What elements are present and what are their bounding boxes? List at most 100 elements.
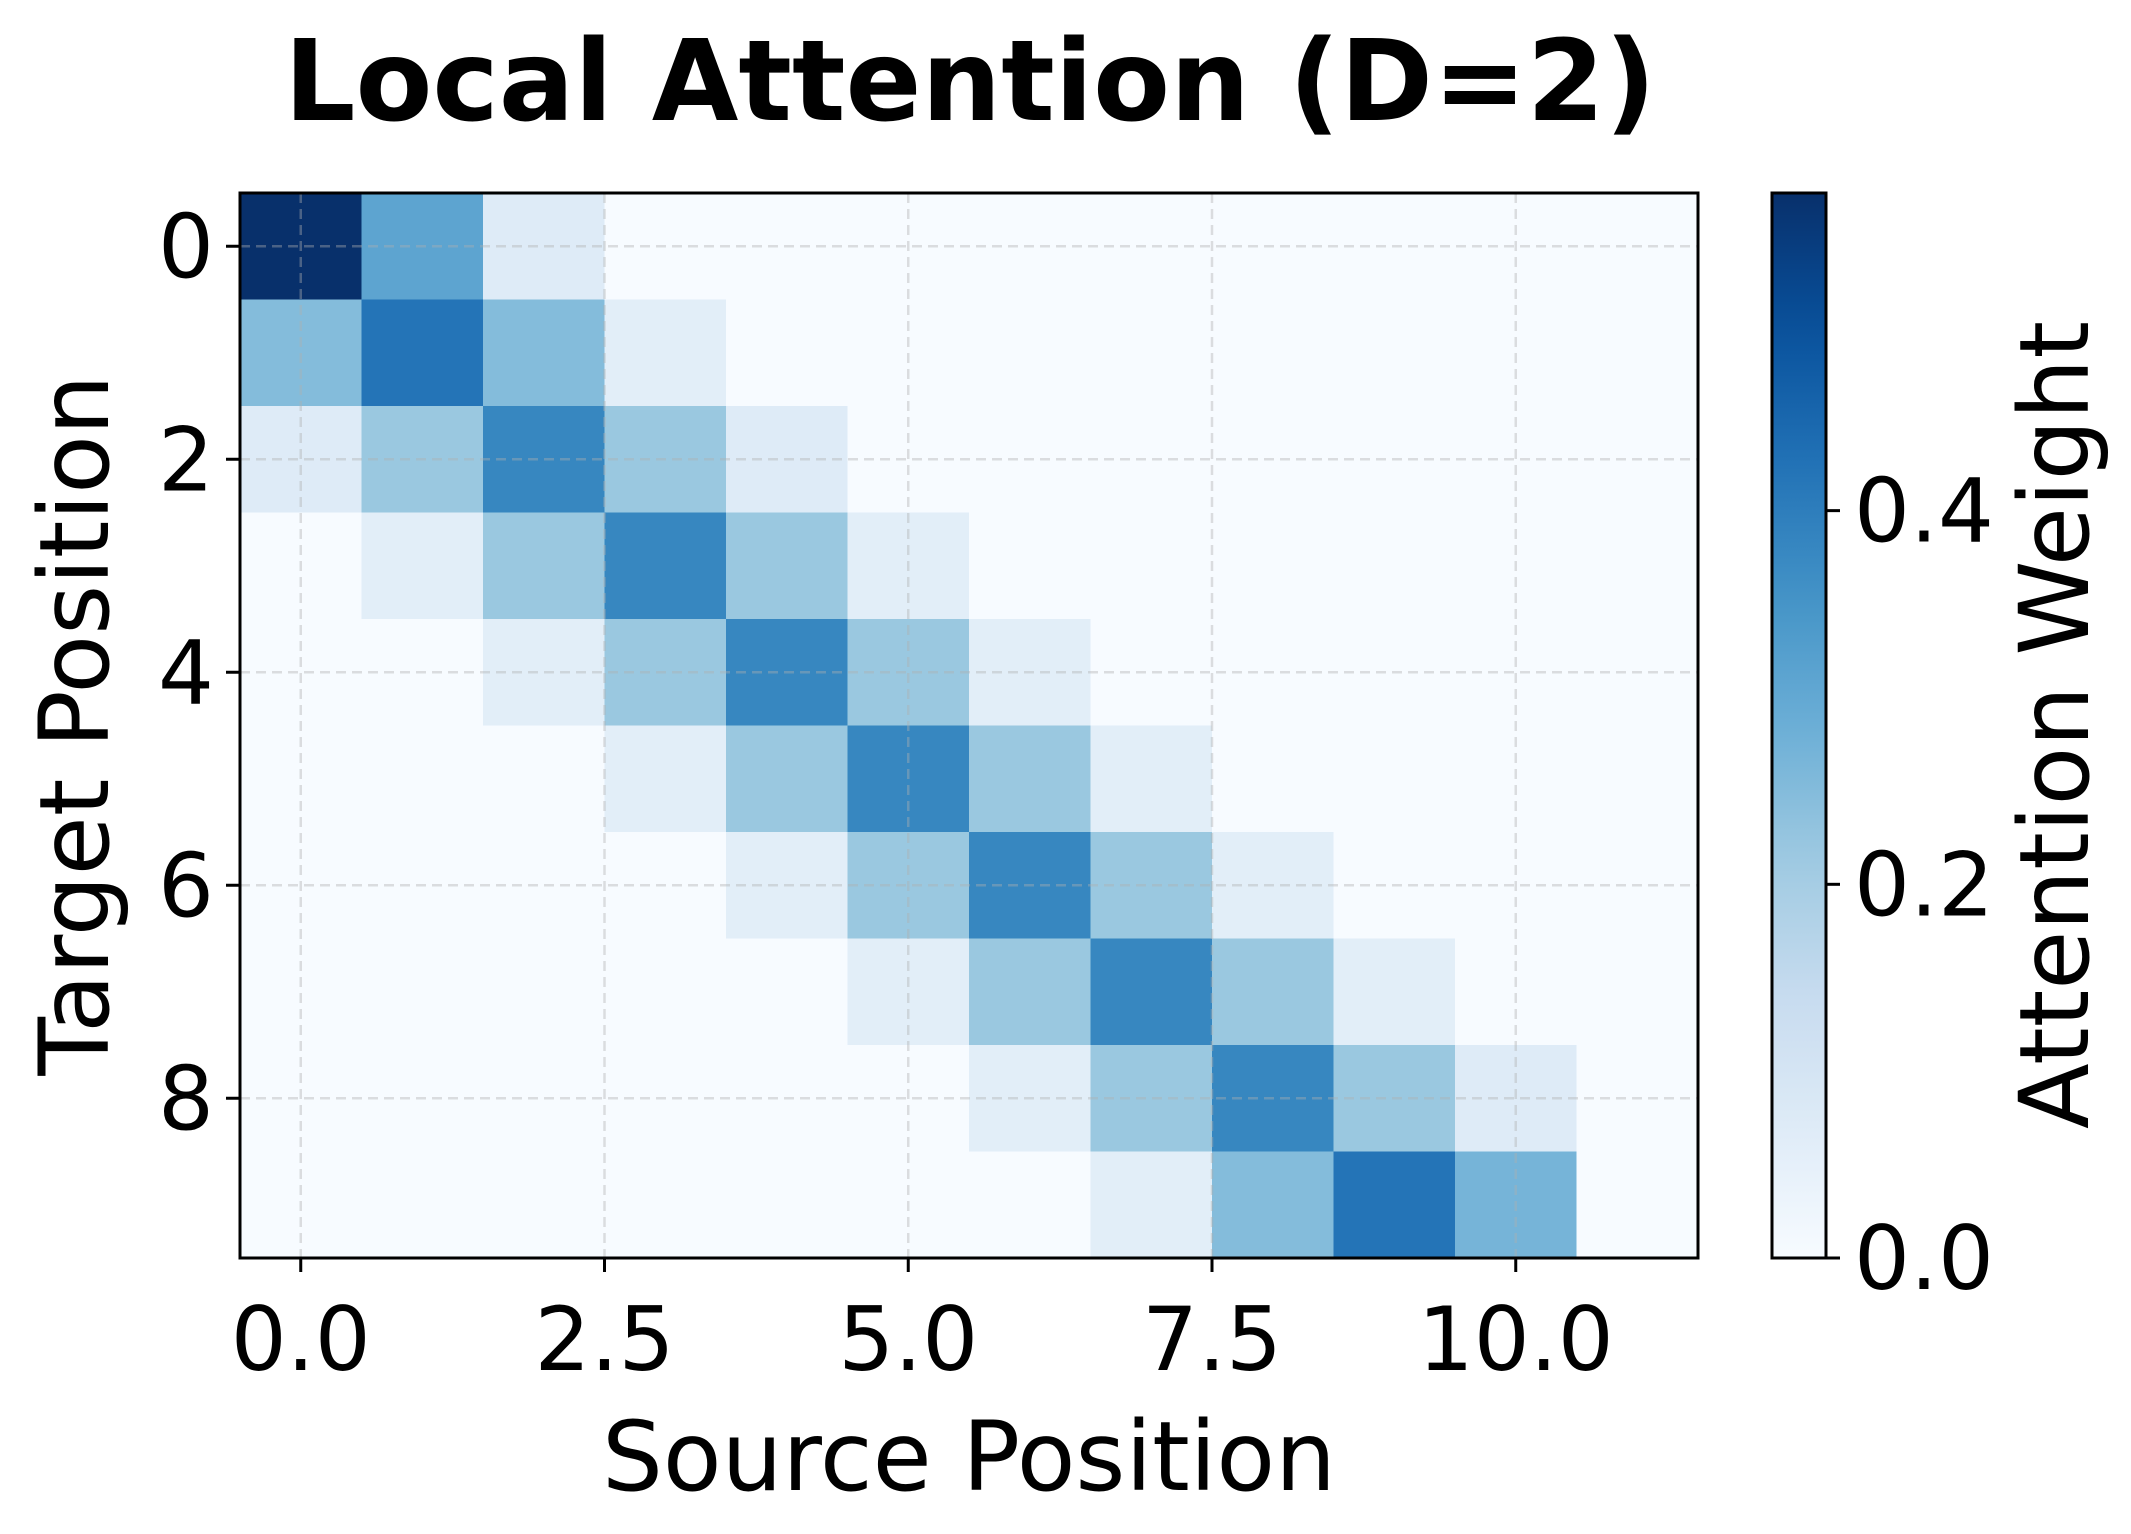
x-tick-label: 7.5	[1142, 1288, 1282, 1391]
heatmap-cell-r2-c0	[240, 406, 362, 513]
heatmap-cell-r3-c5	[847, 512, 970, 620]
heatmap-cell-r4-c0	[240, 619, 362, 726]
heatmap-cell-r1-c5	[847, 299, 970, 407]
colorbar-tick-label: 0.2	[1854, 833, 1994, 936]
heatmap-cell-r7-c1	[361, 938, 484, 1046]
heatmap-cell-r1-c8	[1212, 299, 1334, 407]
heatmap-cell-r9-c10	[1455, 1151, 1577, 1259]
heatmap-cell-r4-c5	[847, 619, 970, 726]
heatmap-cell-r4-c2	[483, 619, 605, 726]
heatmap-cell-r9-c5	[847, 1151, 970, 1259]
colorbar-tick-label: 0.4	[1854, 460, 1994, 563]
colorbar-tick-label: 0.0	[1854, 1207, 1994, 1310]
x-ticks: 0.0 2.5 5.0 7.5 10.0	[231, 1258, 1614, 1391]
heatmap-cell-r5-c1	[361, 725, 484, 833]
heatmap-cell-r5-c0	[240, 725, 362, 833]
heatmap-cell-r4-c1	[361, 619, 484, 726]
heatmap-cell-r5-c7	[1090, 725, 1213, 833]
heatmap-cell-r7-c7	[1090, 938, 1213, 1046]
heatmap-cell-r3-c1	[361, 512, 484, 620]
heatmap-cell-r2-c5	[847, 406, 970, 513]
heatmap-cell-r1-c0	[240, 299, 362, 407]
x-tick-label: 5.0	[838, 1288, 978, 1391]
heatmap-cell-r2-c9	[1333, 406, 1456, 513]
y-tick-label: 2	[158, 408, 214, 511]
heatmap-cell-r4-c4	[726, 619, 848, 726]
heatmap-cell-r6-c2	[483, 832, 605, 939]
heatmap-cell-r4-c10	[1455, 619, 1577, 726]
heatmap-cell-r0-c5	[847, 193, 970, 300]
heatmap-cell-r3-c7	[1090, 512, 1213, 620]
heatmap-cell-r1-c11	[1576, 299, 1699, 407]
heatmap-cell-r0-c3	[604, 193, 727, 300]
heatmap-cell-r1-c10	[1455, 299, 1577, 407]
heatmap-cell-r9-c7	[1090, 1151, 1213, 1259]
heatmap-cell-r5-c11	[1576, 725, 1699, 833]
heatmap-cell-r6-c4	[726, 832, 848, 939]
heatmap-cell-r0-c9	[1333, 193, 1456, 300]
heatmap-cell-r3-c9	[1333, 512, 1456, 620]
heatmap-cell-r3-c10	[1455, 512, 1577, 620]
heatmap-cell-r5-c10	[1455, 725, 1577, 833]
heatmap-cell-r3-c3	[604, 512, 727, 620]
heatmap-cell-r3-c11	[1576, 512, 1699, 620]
x-tick-label: 0.0	[231, 1288, 371, 1391]
heatmap-cell-r7-c5	[847, 938, 970, 1046]
x-axis-label: Source Position	[602, 1401, 1336, 1513]
heatmap-cell-r0-c8	[1212, 193, 1334, 300]
heatmap-cell-r3-c4	[726, 512, 848, 620]
heatmap-cell-r6-c1	[361, 832, 484, 939]
y-axis-label: Target Position	[19, 374, 131, 1076]
y-tick-label: 6	[158, 834, 214, 937]
heatmap-cell-r5-c8	[1212, 725, 1334, 833]
heatmap-cell-r5-c5	[847, 725, 970, 833]
heatmap-cell-r9-c4	[726, 1151, 848, 1259]
heatmap-cell-r1-c7	[1090, 299, 1213, 407]
heatmap-cell-r3-c2	[483, 512, 605, 620]
heatmap-cell-r7-c4	[726, 938, 848, 1046]
heatmap-cell-r9-c8	[1212, 1151, 1334, 1259]
heatmap-cell-r6-c0	[240, 832, 362, 939]
heatmap-cell-r0-c2	[483, 193, 605, 300]
heatmap-cell-r8-c11	[1576, 1045, 1699, 1152]
heatmap-cell-r7-c2	[483, 938, 605, 1046]
heatmap-cell-r0-c6	[969, 193, 1091, 300]
heatmap-cell-r8-c9	[1333, 1045, 1456, 1152]
colorbar-label: Attention Weight	[1999, 321, 2111, 1129]
heatmap-cell-r0-c4	[726, 193, 848, 300]
heatmap-cell-r8-c5	[847, 1045, 970, 1152]
heatmap-cell-r5-c2	[483, 725, 605, 833]
heatmap-cell-r1-c6	[969, 299, 1091, 407]
heatmap-cell-r2-c1	[361, 406, 484, 513]
x-tick-label: 10.0	[1418, 1288, 1614, 1391]
heatmap-cell-r6-c5	[847, 832, 970, 939]
heatmap-cell-r6-c9	[1333, 832, 1456, 939]
heatmap-cell-r4-c8	[1212, 619, 1334, 726]
heatmap-cell-r2-c8	[1212, 406, 1334, 513]
heatmap-cell-r9-c11	[1576, 1151, 1699, 1259]
heatmap-cell-r6-c7	[1090, 832, 1213, 939]
heatmap-cell-r8-c10	[1455, 1045, 1577, 1152]
heatmap-cell-r8-c2	[483, 1045, 605, 1152]
heatmap-cell-r7-c10	[1455, 938, 1577, 1046]
heatmap-cell-r1-c2	[483, 299, 605, 407]
y-tick-label: 8	[158, 1047, 214, 1150]
heatmap-cell-r0-c10	[1455, 193, 1577, 300]
heatmap-cell-r5-c6	[969, 725, 1091, 833]
heatmap-cell-r8-c3	[604, 1045, 727, 1152]
colorbar	[1770, 191, 1828, 1260]
heatmap-cell-r0-c1	[361, 193, 484, 300]
heatmap-cell-r1-c1	[361, 299, 484, 407]
heatmap-cell-r2-c2	[483, 406, 605, 513]
heatmap-cell-r3-c0	[240, 512, 362, 620]
heatmap-cell-r1-c9	[1333, 299, 1456, 407]
heatmap-cell-r3-c6	[969, 512, 1091, 620]
x-tick-label: 2.5	[535, 1288, 675, 1391]
heatmap-cell-r7-c6	[969, 938, 1091, 1046]
heatmap-cell-r2-c7	[1090, 406, 1213, 513]
heatmap-cell-r4-c6	[969, 619, 1091, 726]
heatmap-cell-r7-c0	[240, 938, 362, 1046]
y-tick-label: 4	[158, 621, 214, 724]
heatmap-cell-r3-c8	[1212, 512, 1334, 620]
